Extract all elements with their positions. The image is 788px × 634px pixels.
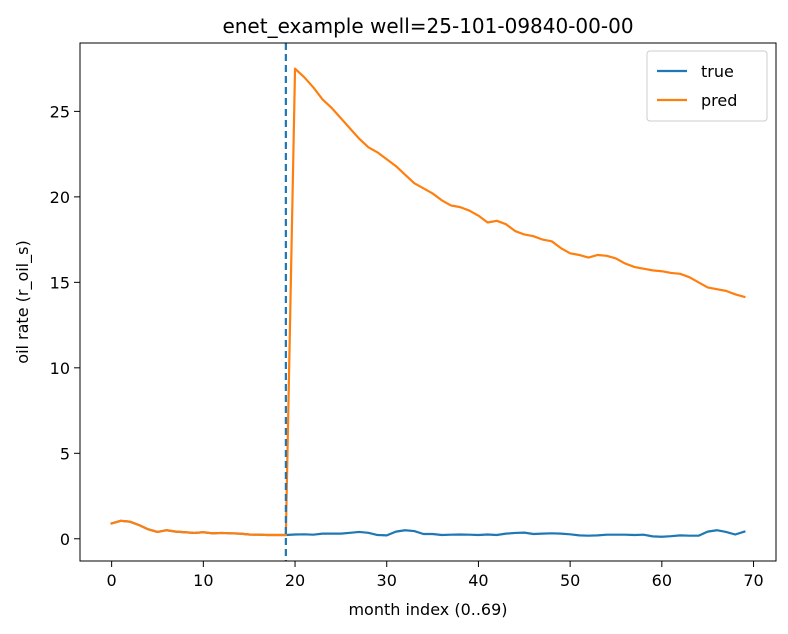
x-tick-label: 30 (377, 571, 397, 590)
legend: true pred (646, 50, 768, 122)
legend-box (646, 50, 768, 122)
x-tick-label: 0 (107, 571, 117, 590)
x-tick-label: 50 (560, 571, 580, 590)
x-axis-label: month index (0..69) (348, 600, 507, 619)
y-tick-label: 20 (50, 188, 70, 207)
x-tick-label: 70 (743, 571, 763, 590)
legend-label-pred: pred (701, 91, 737, 110)
y-tick-label: 5 (60, 444, 70, 463)
y-tick-label: 25 (50, 102, 70, 121)
legend-label-true: true (701, 62, 734, 81)
x-axis-ticks: 0 10 20 30 40 50 60 70 (107, 561, 764, 590)
x-tick-label: 10 (193, 571, 213, 590)
plot-area (110, 43, 746, 561)
x-tick-label: 40 (468, 571, 488, 590)
y-tick-label: 0 (60, 530, 70, 549)
y-axis-label: oil rate (r_oil_s) (13, 240, 33, 363)
y-axis-ticks: 0 5 10 15 20 25 (50, 102, 80, 549)
series-line-true (110, 519, 746, 538)
x-tick-label: 60 (652, 571, 672, 590)
chart-title: enet_example well=25-101-09840-00-00 (222, 14, 633, 38)
plot-frame (79, 42, 777, 562)
y-tick-label: 15 (50, 273, 70, 292)
series-line-pred (110, 67, 746, 537)
y-tick-label: 10 (50, 359, 70, 378)
x-tick-label: 20 (285, 571, 305, 590)
